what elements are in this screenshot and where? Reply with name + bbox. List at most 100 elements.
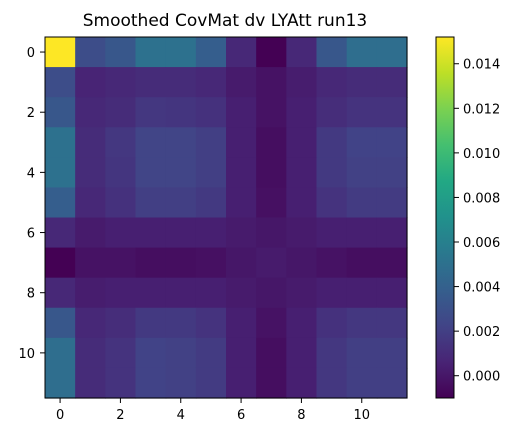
heatmap-cell — [256, 307, 287, 339]
heatmap-cell — [346, 277, 378, 309]
heatmap-cell — [286, 337, 318, 369]
heatmap-cell — [45, 97, 76, 128]
heatmap-cell — [376, 157, 408, 189]
heatmap-cell — [376, 67, 408, 98]
heatmap-cell — [135, 247, 167, 279]
heatmap-cell — [105, 277, 137, 309]
chart-title: Smoothed CovMat dv LYAtt run13 — [83, 11, 368, 31]
heatmap-cell — [256, 157, 287, 189]
y-tick-label: 4 — [27, 166, 35, 181]
heatmap-cell — [316, 157, 348, 189]
heatmap-cell — [45, 217, 76, 249]
heatmap-cell — [346, 367, 378, 399]
heatmap-cell — [105, 337, 137, 369]
heatmap-cell — [316, 217, 348, 249]
heatmap-cell — [165, 337, 197, 369]
heatmap-cell — [316, 67, 348, 98]
heatmap-cell — [165, 157, 197, 189]
colorbar-ticks: 0.000 0.002 0.004 0.006 0.008 0.010 0.012 0.014 — [454, 58, 500, 385]
x-tick-label: 6 — [237, 408, 245, 423]
heatmap-cell — [346, 187, 378, 219]
heatmap-cell — [286, 127, 318, 158]
heatmap-cell — [195, 67, 227, 98]
heatmap-cell — [45, 67, 76, 98]
heatmap-cell — [316, 277, 348, 309]
heatmap-cell — [165, 127, 197, 158]
heatmap-cell — [75, 187, 106, 219]
heatmap-cell — [286, 97, 318, 128]
heatmap-cell — [346, 67, 378, 98]
heatmap-cell — [195, 127, 227, 158]
heatmap-cell — [105, 187, 137, 219]
heatmap-cell — [226, 157, 257, 189]
colorbar-tick-label: 0.012 — [463, 102, 500, 117]
heatmap-cell — [256, 337, 287, 369]
heatmap-cell — [226, 337, 257, 369]
heatmap-cell — [165, 217, 197, 249]
heatmap-cell — [45, 307, 76, 339]
heatmap-cell — [75, 337, 106, 369]
heatmap-cell — [346, 307, 378, 339]
heatmap-cell — [256, 277, 287, 309]
heatmap-cell — [195, 187, 227, 219]
heatmap-cell — [135, 367, 167, 399]
heatmap-cell — [105, 157, 137, 189]
heatmap-cell — [316, 337, 348, 369]
heatmap-cell — [256, 217, 287, 249]
heatmap-cell — [105, 37, 137, 68]
heatmap-cell — [75, 157, 106, 189]
heatmap-cell — [45, 247, 76, 279]
heatmap-cell — [376, 97, 408, 128]
heatmap-cell — [376, 187, 408, 219]
heatmap-cell — [45, 277, 76, 309]
heatmap-cell — [286, 157, 318, 189]
heatmap-cell — [256, 67, 287, 98]
heatmap-cell — [286, 277, 318, 309]
heatmap-cell — [226, 307, 257, 339]
heatmap-cell — [105, 307, 137, 339]
heatmap-cell — [165, 277, 197, 309]
heatmap-cell — [135, 97, 167, 128]
colorbar-tick-label: 0.000 — [463, 370, 500, 385]
heatmap-cell — [346, 217, 378, 249]
plot-frame — [44, 36, 408, 399]
heatmap-cell — [45, 367, 76, 399]
heatmap-cell — [195, 97, 227, 128]
y-tick-label: 2 — [27, 106, 35, 121]
heatmap-cell — [165, 307, 197, 339]
x-tick-label: 0 — [56, 408, 64, 423]
heatmap-cell — [75, 97, 106, 128]
heatmap-cell — [75, 247, 106, 279]
heatmap-cell — [45, 37, 76, 68]
heatmap-cell — [256, 187, 287, 219]
heatmap-cell — [45, 127, 76, 158]
heatmap-cell — [165, 37, 197, 68]
heatmap-cell — [346, 97, 378, 128]
heatmap-cell — [316, 247, 348, 279]
heatmap-cell — [105, 67, 137, 98]
heatmap-cell — [165, 367, 197, 399]
heatmap-cell — [316, 37, 348, 68]
heatmap-cell — [226, 97, 257, 128]
heatmap-cell — [195, 157, 227, 189]
heatmap-cell — [256, 367, 287, 399]
heatmap-cell — [316, 187, 348, 219]
heatmap-cell — [226, 187, 257, 219]
heatmap-cell — [286, 67, 318, 98]
y-tick-label: 10 — [18, 347, 35, 362]
colorbar: 0.000 0.002 0.004 0.006 0.008 0.010 0.012 0.014 — [435, 36, 500, 399]
heatmap-cell — [256, 97, 287, 128]
heatmap-cell — [286, 187, 318, 219]
heatmap-cell — [135, 187, 167, 219]
heatmap-cell — [286, 307, 318, 339]
heatmap-cell — [286, 217, 318, 249]
heatmap-cell — [165, 67, 197, 98]
heatmap-cell — [226, 277, 257, 309]
heatmap-cell — [226, 67, 257, 98]
heatmap-cell — [346, 157, 378, 189]
y-tick-label: 8 — [27, 287, 35, 302]
heatmap-cell — [195, 277, 227, 309]
heatmap-cell — [75, 367, 106, 399]
heatmap-cell — [376, 367, 408, 399]
heatmap-cell — [226, 37, 257, 68]
